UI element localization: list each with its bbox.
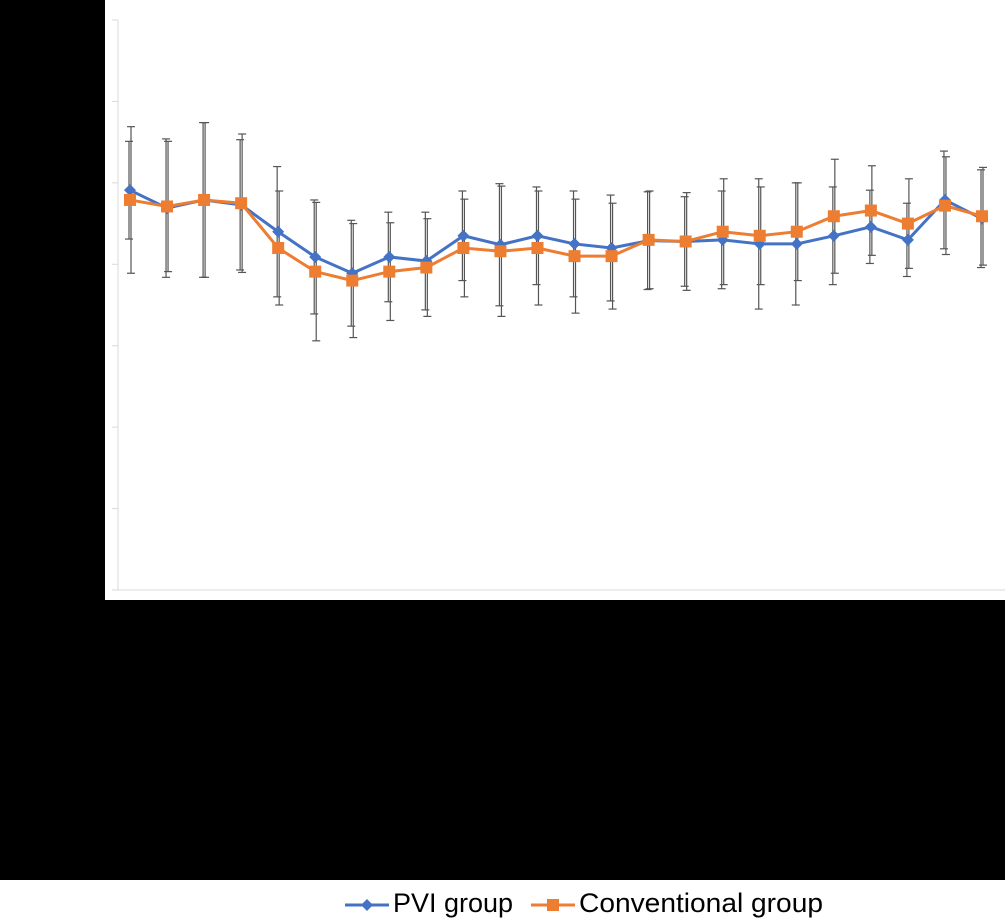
series-line — [129, 198, 983, 283]
marker — [679, 235, 692, 248]
marker — [568, 250, 581, 263]
marker — [198, 193, 211, 206]
marker — [864, 204, 877, 217]
marker — [272, 242, 285, 254]
marker — [976, 210, 988, 223]
legend-marker — [361, 899, 373, 911]
marker — [457, 229, 470, 242]
legend-label: Conventional group — [579, 888, 823, 918]
marker — [790, 225, 803, 238]
marker — [531, 229, 544, 242]
legend-marker — [547, 899, 559, 911]
marker — [309, 250, 322, 263]
series-line — [129, 188, 983, 275]
marker — [753, 229, 766, 242]
legend-background — [0, 880, 1005, 924]
marker — [938, 199, 951, 212]
marker — [272, 225, 285, 238]
marker — [531, 242, 544, 254]
marker — [383, 250, 396, 263]
marker — [457, 242, 470, 254]
marker — [420, 261, 433, 274]
marker — [827, 210, 840, 223]
marker — [642, 233, 655, 246]
marker — [161, 200, 174, 213]
marker — [716, 225, 729, 238]
marker — [235, 197, 248, 210]
marker — [346, 274, 359, 287]
marker — [494, 245, 507, 258]
marker — [864, 220, 877, 233]
marker — [605, 250, 618, 263]
legend: PVI group Conventional group — [345, 888, 823, 918]
marker — [790, 237, 803, 250]
marker — [568, 237, 581, 250]
marker — [124, 193, 136, 206]
marker — [309, 265, 322, 278]
marker — [827, 229, 840, 242]
marker — [124, 184, 136, 197]
plot-background — [105, 0, 1005, 600]
marker — [901, 233, 914, 246]
marker — [901, 217, 914, 230]
legend-label: PVI group — [393, 888, 513, 918]
marker — [383, 265, 396, 278]
